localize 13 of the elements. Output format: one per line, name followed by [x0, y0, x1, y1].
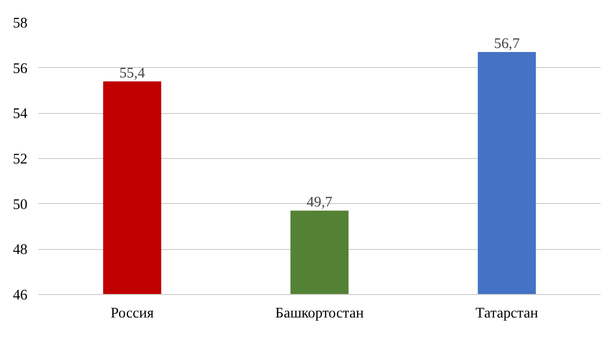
y-tick-label: 46 — [12, 288, 28, 304]
x-tick-label: Россия — [110, 306, 154, 322]
x-tick-label: Татарстан — [476, 306, 538, 322]
y-tick-label: 52 — [12, 152, 28, 168]
y-tick-label: 48 — [12, 242, 28, 258]
y-tick-label: 50 — [12, 196, 28, 213]
x-tick-label: Башкортостан — [275, 306, 364, 322]
data-label: 55,4 — [119, 65, 146, 82]
y-tick-label: 56 — [12, 60, 28, 77]
data-label: 56,7 — [494, 36, 520, 52]
y-tick-label: 54 — [12, 106, 28, 122]
y-tick-label: 58 — [12, 16, 28, 32]
data-label: 49,7 — [306, 194, 332, 211]
